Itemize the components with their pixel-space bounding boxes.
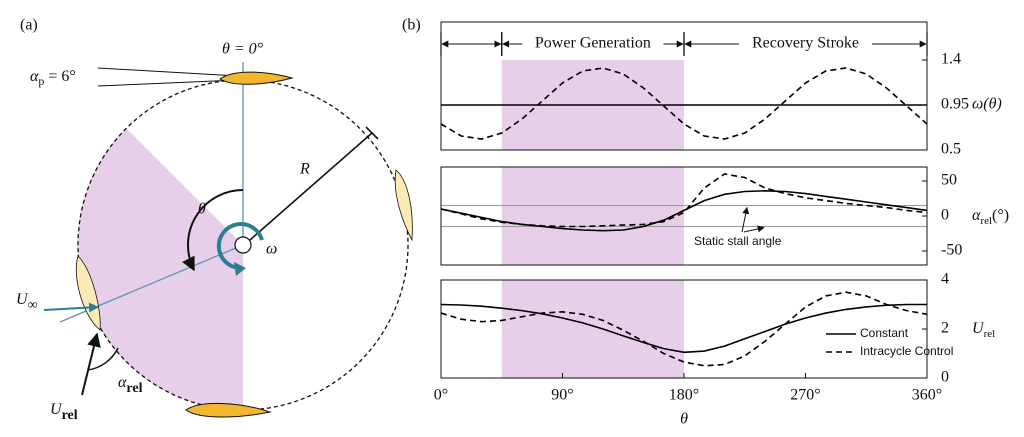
- x-tick-label: 270°: [790, 387, 820, 404]
- panel-a: (a) θ = 0° αp = 6° R θ ω U∞ αrel Urel: [16, 17, 413, 424]
- series-line: [440, 67, 928, 140]
- series-line: [440, 291, 928, 367]
- panel-label: (b): [402, 17, 421, 34]
- omega-arrowhead: [234, 262, 246, 276]
- symbol: U: [972, 320, 985, 337]
- phase-label: Recovery Stroke: [752, 35, 859, 52]
- x-tick-label: 90°: [551, 387, 573, 404]
- suffix: (°): [992, 207, 1009, 224]
- annotation-arrow: [741, 206, 750, 233]
- blade: [185, 403, 272, 418]
- legend-label: Constant: [860, 326, 909, 340]
- highlight-band: [501, 280, 684, 378]
- radius-line: [249, 132, 373, 241]
- annotation: ω: [266, 241, 277, 258]
- series-line: [440, 173, 928, 228]
- y-tick-label: 0.95: [941, 96, 969, 113]
- y-axis-label: αrel(°): [972, 207, 1009, 227]
- annotation: R: [299, 161, 310, 178]
- x-tick-label: 0°: [434, 387, 448, 404]
- subscript: rel: [980, 215, 992, 227]
- annotation-arrow: [743, 225, 765, 233]
- symbol: α: [972, 207, 981, 224]
- radius-tick: [365, 126, 379, 140]
- phase-label: Power Generation: [535, 35, 651, 52]
- subscript: ∞: [28, 298, 38, 313]
- annotation: θ: [198, 201, 206, 218]
- legend-label: Intracycle Control: [860, 344, 953, 358]
- x-tick-label: 180°: [669, 387, 699, 404]
- annotation: U∞: [16, 291, 38, 314]
- subscript: rel: [126, 381, 142, 396]
- blade: [219, 71, 294, 85]
- freestream-arrow: [43, 302, 99, 313]
- hub: [234, 236, 252, 254]
- y-tick-label: 1.4: [941, 51, 961, 68]
- phase-label-bg: [739, 34, 872, 54]
- theta-arc: [182, 189, 244, 272]
- annotation: αp = 6°: [30, 68, 76, 88]
- series-line: [440, 303, 927, 354]
- highlight-band: [501, 167, 684, 265]
- y-tick-label: 0: [941, 207, 949, 224]
- y-tick-label: 0: [941, 369, 949, 386]
- relative-velocity-arrow: [81, 332, 101, 396]
- blade: [394, 169, 413, 242]
- x-axis-label: θ: [680, 411, 688, 428]
- x-tick-label: 360°: [912, 387, 942, 404]
- plot-frame: [440, 21, 928, 151]
- subscript: rel: [62, 408, 78, 423]
- power-sector: [77, 128, 243, 411]
- y-tick-label: 0.5: [941, 141, 961, 158]
- y-tick-label: 2: [941, 320, 949, 337]
- symbol: U: [50, 401, 63, 418]
- annotation: αrel: [118, 374, 143, 397]
- symbol: α: [30, 68, 39, 85]
- subscript: p: [38, 74, 44, 88]
- omega-arc: [216, 222, 264, 270]
- alpha-arc: [87, 347, 119, 371]
- panel-label: (a): [20, 17, 38, 34]
- annotation: Urel: [50, 401, 78, 424]
- symbol: U: [16, 291, 29, 308]
- pitch-line: [97, 67, 239, 77]
- annotation: Static stall angle: [694, 234, 782, 248]
- symbol: α: [118, 374, 127, 391]
- pitch-line: [97, 79, 239, 87]
- suffix: = 6°: [44, 68, 75, 85]
- y-tick-label: 50: [941, 172, 957, 189]
- y-tick-label: -50: [941, 242, 962, 259]
- y-axis-label: Urel: [972, 320, 995, 340]
- annotation: θ = 0°: [222, 41, 264, 58]
- phase-label-bg: [522, 34, 664, 54]
- y-tick-label: 4: [941, 271, 949, 288]
- subscript: rel: [984, 328, 996, 340]
- y-axis-label: ω(θ): [972, 96, 1002, 113]
